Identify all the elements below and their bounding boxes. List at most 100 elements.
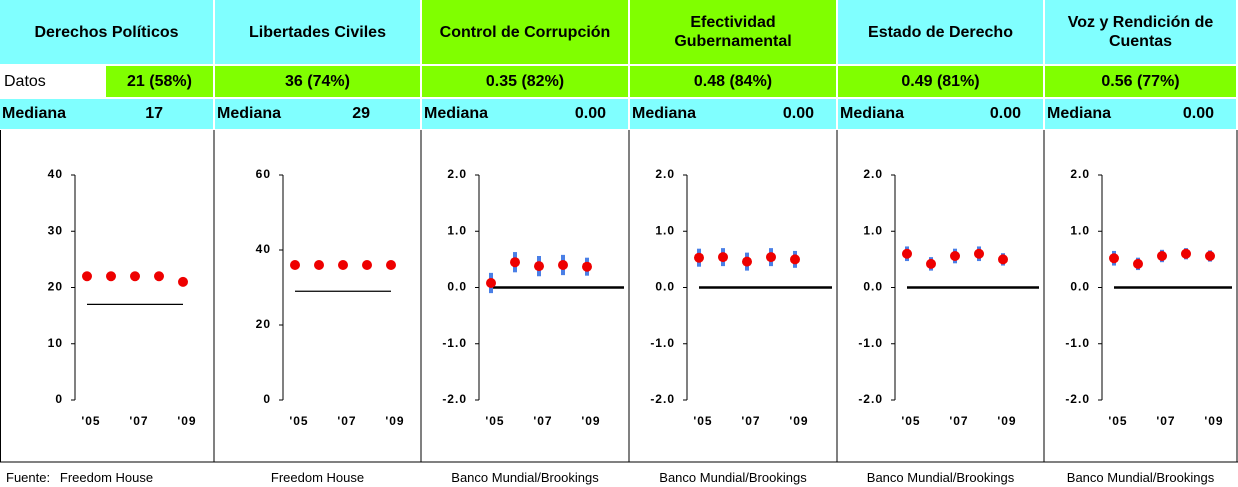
mediana-value: 0.00 (989, 105, 1021, 122)
y-tick-label: -1.0 (858, 336, 883, 350)
x-tick-label: '07 (1156, 414, 1175, 428)
y-tick-label: 0.0 (1070, 280, 1090, 294)
point (486, 278, 496, 288)
point (290, 260, 300, 270)
panel-title: Libertades Civiles (215, 0, 420, 64)
point (950, 251, 960, 261)
x-tick-label: '09 (581, 414, 600, 428)
point (1181, 248, 1191, 259)
mediana-value: 29 (352, 105, 370, 122)
point (694, 252, 704, 263)
point (974, 248, 984, 259)
point (742, 256, 752, 267)
point (998, 254, 1008, 265)
y-tick-label: -1.0 (1065, 336, 1090, 350)
datos-value: 0.35 (82%) (422, 66, 628, 97)
x-tick-label: '05 (81, 414, 100, 428)
point (82, 271, 92, 282)
point (1109, 253, 1119, 264)
mediana-value: 0.00 (782, 105, 814, 122)
y-tick-label: -2.0 (1065, 392, 1090, 406)
point (534, 261, 544, 272)
mediana-value: 0.00 (574, 105, 606, 122)
point (1157, 251, 1167, 261)
y-tick-label: 1.0 (863, 223, 883, 237)
panel-title: Control de Corrupción (422, 0, 628, 64)
x-tick-label: '05 (289, 414, 308, 428)
point (1133, 258, 1143, 269)
y-tick-label: 10 (48, 336, 63, 350)
x-tick-label: '09 (789, 414, 808, 428)
y-tick-label: 0 (263, 392, 271, 406)
y-tick-label: 0.0 (447, 280, 467, 294)
x-tick-label: '09 (385, 414, 404, 428)
point (130, 271, 140, 282)
x-tick-label: '05 (693, 414, 712, 428)
panel-title: Voz y Rendición de Cuentas (1045, 0, 1236, 64)
y-tick-label: 2.0 (655, 167, 675, 181)
mediana-value: 17 (145, 105, 163, 122)
x-tick-label: '07 (129, 414, 148, 428)
point (178, 276, 188, 287)
y-tick-label: -1.0 (650, 336, 675, 350)
point (558, 260, 568, 270)
x-tick-label: '07 (741, 414, 760, 428)
x-tick-label: '05 (901, 414, 920, 428)
panel-title: Derechos Políticos (0, 0, 213, 64)
x-tick-label: '07 (337, 414, 356, 428)
source: Banco Mundial/Brookings (1066, 470, 1215, 485)
point (1205, 251, 1215, 261)
x-tick-label: '09 (1204, 414, 1223, 428)
point (154, 271, 164, 282)
mediana-label: Mediana (630, 99, 836, 129)
point (510, 257, 520, 268)
y-tick-label: 20 (256, 317, 271, 331)
point (926, 258, 936, 269)
mediana-value: 0.00 (1182, 105, 1214, 122)
source: Banco Mundial/Brookings (451, 470, 599, 485)
mediana-label: Mediana (0, 99, 213, 129)
y-tick-label: 20 (48, 280, 63, 294)
point (314, 260, 324, 270)
x-tick-label: '09 (177, 414, 196, 428)
point (362, 260, 372, 270)
y-tick-label: -2.0 (650, 392, 675, 406)
y-tick-label: 30 (48, 223, 63, 237)
source: Freedom House (270, 470, 365, 485)
point (582, 261, 592, 272)
y-tick-label: 1.0 (447, 223, 467, 237)
datos-label: Datos (0, 66, 104, 97)
mediana-label: Mediana (1045, 99, 1236, 129)
mediana-label: Mediana (838, 99, 1043, 129)
y-tick-label: 2.0 (863, 167, 883, 181)
y-tick-label: 1.0 (1070, 223, 1090, 237)
mediana-label: Mediana (422, 99, 628, 129)
x-tick-label: '07 (533, 414, 552, 428)
y-tick-label: 0.0 (655, 280, 675, 294)
x-tick-label: '09 (997, 414, 1016, 428)
x-tick-label: '07 (949, 414, 968, 428)
mediana-label: Mediana (215, 99, 420, 129)
source: Freedom House (59, 470, 154, 485)
y-tick-label: -1.0 (442, 336, 467, 350)
point (902, 248, 912, 259)
y-tick-label: 2.0 (447, 167, 467, 181)
y-tick-label: 0.0 (863, 280, 883, 294)
y-tick-label: 1.0 (655, 223, 675, 237)
y-tick-label: 40 (256, 242, 271, 256)
x-tick-label: '05 (485, 414, 504, 428)
point (766, 252, 776, 263)
source: Banco Mundial/Brookings (866, 470, 1015, 485)
y-tick-label: 0 (55, 392, 63, 406)
datos-value: 0.49 (81%) (838, 66, 1043, 97)
source: Banco Mundial/Brookings (659, 470, 807, 485)
panel-title: Efectividad Gubernamental (630, 0, 836, 64)
point (106, 271, 116, 282)
panel-title: Estado de Derecho (838, 0, 1043, 64)
y-tick-label: -2.0 (442, 392, 467, 406)
point (718, 252, 728, 263)
y-tick-label: 40 (48, 167, 63, 181)
point (790, 254, 800, 265)
point (386, 260, 396, 270)
